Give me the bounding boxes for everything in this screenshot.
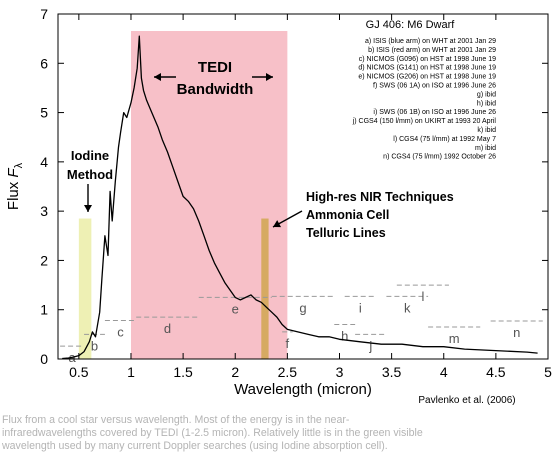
y-tick-label: 3 (40, 203, 48, 219)
y-tick-label: 0 (40, 351, 48, 367)
segment-k-label: k (404, 300, 411, 315)
segment-n-label: n (513, 325, 520, 340)
x-tick-label: 1 (127, 364, 135, 380)
instrument-list-line: h) ibid (477, 100, 496, 107)
caption-line: wavelength used by many current Doppler … (2, 440, 388, 453)
x-tick-label: 3 (336, 364, 344, 380)
x-tick-label: 2 (231, 364, 239, 380)
iodine-label-line: Method (67, 167, 113, 182)
credit-label: Pavlenko et al. (2006) (418, 395, 515, 406)
nir-label-line: Ammonia Cell (306, 208, 389, 222)
segment-h-label: h (341, 329, 348, 344)
nir-region (261, 218, 269, 359)
y-axis-label-prefix: Flux (5, 178, 22, 211)
instrument-list-line: c) NICMOS (G096) on HST at 1998 June 19 (359, 56, 496, 63)
instrument-list-line: l) CGS4 (75 l/mm) at 1992 May 7 (393, 136, 496, 143)
axes: 0.5 1 1.5 2 2.5 3 3.5 4 4.5 5 0 1 2 3 4 5 6 7 Wavelength (… (5, 6, 552, 398)
x-axis-label: Wavelength (micron) (234, 381, 372, 398)
y-tick-label: 1 (40, 302, 48, 318)
tedi-label-line: Bandwidth (177, 81, 254, 98)
highlight-regions (78, 31, 288, 359)
instrument-list-line: j) CGS4 (150 l/mm) on UKIRT at 1993 20 A… (352, 118, 497, 125)
x-tick-label: 0.5 (69, 364, 89, 380)
x-tick-label: 3.5 (382, 364, 402, 380)
tedi-arrow-left-head (154, 73, 161, 81)
iodine-arrow-head (84, 205, 92, 212)
nir-label-line: Telluric Lines (306, 226, 386, 240)
nir-arrow-head (273, 220, 282, 228)
instrument-list-line: e) NICMOS (G206) on HST at 1998 June 19 (358, 74, 496, 81)
x-tick-label: 4 (440, 364, 448, 380)
segment-e-label: e (232, 301, 239, 316)
iodine-region (78, 218, 92, 359)
y-axis-label-symbol: F (5, 168, 22, 178)
tedi-arrow-right-head (266, 73, 273, 81)
y-axis-label: Flux Fλ (5, 162, 25, 210)
x-tick-label: 5 (544, 364, 552, 380)
segment-l-label: l (421, 289, 424, 304)
caption-line: Flux from a cool star versus wavelength.… (2, 414, 350, 426)
tedi-region (130, 31, 288, 359)
x-tick-label: 4.5 (486, 364, 506, 380)
instrument-list-line: f) SWS (06 1A) on ISO at 1996 June 26 (373, 83, 496, 90)
instrument-list-line: a) ISIS (blue arm) on WHT at 2001 Jan 29 (365, 38, 496, 45)
figure-caption: Flux from a cool star versus wavelength.… (2, 414, 555, 454)
y-tick-label: 7 (40, 6, 48, 22)
segment-b-label: b (91, 338, 98, 353)
chart-title: GJ 406: M6 Dwarf (366, 19, 456, 31)
iodine-label-line: Iodine (71, 148, 109, 163)
x-tick-label: 2.5 (278, 364, 298, 380)
annotations: GJ 406: M6 Dwarf Pavlenko et al. (2006) … (67, 19, 516, 406)
plot-frame (57, 13, 549, 360)
instrument-list-line: k) ibid (477, 127, 496, 134)
caption-line: infraredwavelengths covered by TEDI (1-2… (2, 427, 423, 440)
instrument-list-line: m) ibid (475, 145, 496, 152)
y-tick-label: 2 (40, 252, 48, 268)
y-tick-label: 6 (40, 55, 48, 71)
instrument-list-line: b) ISIS (red arm) on WHT at 2001 Jan 29 (368, 47, 496, 54)
segment-j-label: j (368, 338, 372, 353)
x-tick-label: 1.5 (173, 364, 193, 380)
y-axis-label-subscript: λ (13, 162, 25, 168)
spectrum-curve-layer (62, 35, 538, 360)
y-tick-label: 4 (40, 154, 48, 170)
spectrum-curve-0 (62, 35, 538, 360)
instrument-list-line: n) CGS4 (75 l/mm) 1992 October 26 (383, 154, 496, 161)
instrument-list-line: g) ibid (477, 91, 496, 98)
tedi-label-line: TEDI (198, 59, 232, 76)
segment-d-label: d (164, 321, 171, 336)
nir-label-line: High-res NIR Techniques (306, 190, 454, 204)
segment-g-label: g (299, 300, 306, 315)
instrument-list-line: i) SWS (06 1B) on ISO at 1996 June 26 (373, 109, 496, 116)
segment-f-label: f (286, 336, 290, 351)
instrument-list-line: d) NICMOS (G141) on HST at 1998 June 19 (358, 65, 496, 72)
segment-m-label: m (449, 331, 460, 346)
y-tick-label: 5 (40, 105, 48, 121)
segment-i-label: i (359, 300, 362, 315)
segment-c-label: c (117, 325, 124, 340)
